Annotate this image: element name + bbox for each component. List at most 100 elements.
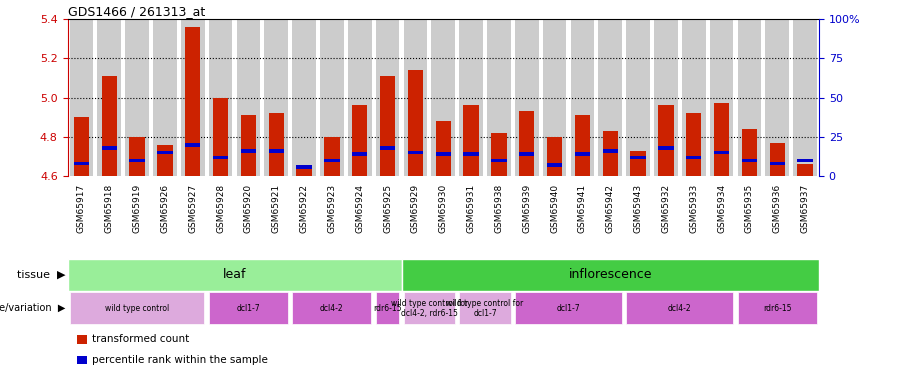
Bar — [431, 19, 455, 176]
Bar — [403, 19, 427, 176]
Bar — [268, 149, 284, 153]
Bar — [575, 115, 590, 176]
Bar — [710, 19, 734, 176]
Bar — [352, 105, 367, 176]
Bar — [241, 149, 256, 153]
Bar — [686, 156, 701, 159]
Bar — [626, 292, 734, 324]
Bar — [296, 168, 311, 176]
Bar — [603, 149, 618, 153]
Bar — [797, 165, 813, 176]
Bar — [158, 151, 173, 154]
Bar — [714, 104, 729, 176]
Bar — [241, 115, 256, 176]
Text: genotype/variation  ▶: genotype/variation ▶ — [0, 303, 66, 313]
Bar — [268, 113, 284, 176]
Text: rdr6-15: rdr6-15 — [374, 304, 401, 313]
Bar — [352, 152, 367, 156]
Text: dcl1-7: dcl1-7 — [557, 304, 580, 313]
Bar — [213, 156, 229, 159]
Bar — [102, 146, 117, 150]
Bar — [436, 152, 451, 156]
Bar — [770, 143, 785, 176]
Bar — [324, 137, 339, 176]
Bar — [376, 19, 400, 176]
Bar — [213, 98, 229, 176]
Bar — [519, 111, 535, 176]
Bar — [380, 76, 395, 176]
Bar — [742, 129, 757, 176]
Bar — [125, 19, 148, 176]
Bar — [515, 292, 622, 324]
Bar — [658, 105, 673, 176]
Bar — [571, 19, 594, 176]
Text: GDS1466 / 261313_at: GDS1466 / 261313_at — [68, 4, 205, 18]
Bar — [185, 27, 201, 176]
Bar — [459, 292, 510, 324]
Bar — [404, 292, 454, 324]
Bar — [738, 19, 761, 176]
Bar — [464, 105, 479, 176]
Bar — [74, 117, 89, 176]
Text: inflorescence: inflorescence — [569, 268, 652, 281]
Bar — [515, 19, 538, 176]
Bar — [320, 19, 344, 176]
Text: dcl1-7: dcl1-7 — [237, 304, 260, 313]
Bar — [543, 19, 566, 176]
Bar — [376, 292, 400, 324]
Bar — [714, 151, 729, 154]
Bar — [158, 145, 173, 176]
Bar — [185, 143, 201, 147]
Bar — [436, 121, 451, 176]
Text: wild type control for
dcl4-2, rdr6-15: wild type control for dcl4-2, rdr6-15 — [391, 299, 468, 318]
Text: tissue  ▶: tissue ▶ — [17, 270, 66, 280]
Bar — [153, 19, 176, 176]
Bar — [292, 292, 372, 324]
Bar — [491, 133, 507, 176]
Text: leaf: leaf — [223, 268, 247, 281]
Bar — [770, 162, 785, 165]
Bar — [97, 19, 122, 176]
Bar — [69, 292, 204, 324]
Bar — [209, 19, 232, 176]
Bar — [408, 70, 423, 176]
Bar — [654, 19, 678, 176]
Bar — [265, 19, 288, 176]
Bar — [292, 19, 316, 176]
Bar — [69, 19, 94, 176]
Bar — [487, 19, 510, 176]
Text: wild type control: wild type control — [105, 304, 169, 313]
Bar — [598, 19, 622, 176]
Bar — [547, 164, 562, 167]
Text: dcl4-2: dcl4-2 — [668, 304, 691, 313]
Bar — [603, 131, 618, 176]
Text: transformed count: transformed count — [92, 334, 189, 344]
Bar — [765, 19, 789, 176]
Bar — [738, 292, 817, 324]
Text: rdr6-15: rdr6-15 — [763, 304, 791, 313]
Bar — [459, 19, 483, 176]
Bar — [401, 259, 819, 291]
Bar — [464, 152, 479, 156]
Bar — [237, 19, 260, 176]
Bar — [408, 151, 423, 154]
Bar — [686, 113, 701, 176]
Bar — [797, 159, 813, 162]
Bar — [630, 156, 645, 159]
Text: percentile rank within the sample: percentile rank within the sample — [92, 355, 267, 365]
Bar — [575, 152, 590, 156]
Bar — [519, 152, 535, 156]
Text: wild type control for
dcl1-7: wild type control for dcl1-7 — [446, 299, 524, 318]
Bar — [630, 151, 645, 176]
Bar — [626, 19, 650, 176]
Bar — [296, 165, 311, 169]
Bar — [74, 162, 89, 165]
Bar — [130, 159, 145, 162]
Bar — [742, 159, 757, 162]
Bar — [380, 146, 395, 150]
Bar — [793, 19, 817, 176]
Bar — [658, 146, 673, 150]
Bar — [181, 19, 204, 176]
Bar — [348, 19, 372, 176]
Bar — [68, 259, 401, 291]
